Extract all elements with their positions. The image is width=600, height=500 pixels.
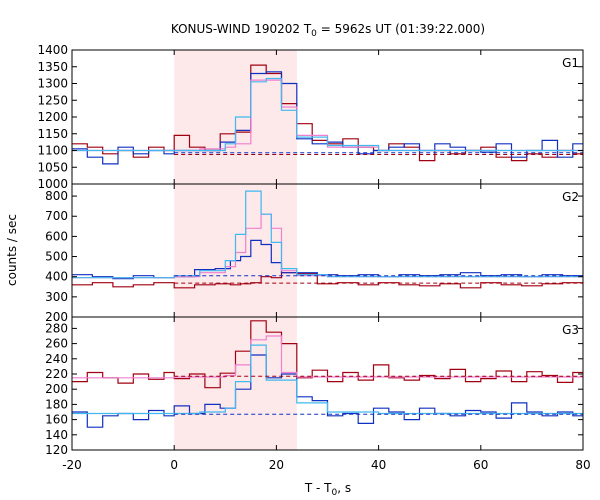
y-tick-label-g3: 240 [45,352,68,366]
y-tick-label-g3: 140 [45,428,68,442]
y-tick-label-g2: 300 [45,290,68,304]
y-tick-label-g1: 1200 [37,110,68,124]
y-tick-label-g2: 400 [45,270,68,284]
y-tick-label-g3: 200 [45,382,68,396]
y-tick-label-g2: 700 [45,209,68,223]
y-tick-label-g1: 1150 [37,127,68,141]
x-tick-label: 40 [371,458,386,472]
x-tick-label: 0 [170,458,178,472]
panel-label-g2: G2 [562,190,579,204]
panel-label-g3: G3 [562,323,579,337]
y-tick-label-g1: 1350 [37,60,68,74]
plot-area: 100010501100115012001250130013501400G120… [37,43,590,472]
y-tick-label-g1: 1100 [37,144,68,158]
y-tick-label-g3: 260 [45,337,68,351]
panel-label-g1: G1 [562,56,579,70]
y-tick-label-g1: 1050 [37,160,68,174]
y-tick-label-g2: 800 [45,189,68,203]
series-g2-blue-step-1 [72,239,583,280]
series-g1-cyan-step-3 [72,77,583,152]
series-g2-pink-step-2 [72,213,583,279]
panel-frame-g1 [71,49,584,185]
y-tick-label-g1: 1000 [37,177,68,191]
y-tick-label-g2: 500 [45,250,68,264]
y-tick-label-g1: 1400 [37,43,68,57]
x-axis-label: T - T0, s [304,481,351,498]
panel-frame-g2 [71,183,584,318]
x-tick-label: -20 [62,458,82,472]
y-tick-label-g1: 1250 [37,93,68,107]
series-g3-blue-step-1 [72,354,583,428]
series-g2-cyan-step-3 [72,190,583,279]
series-g3-pink-step-2 [72,335,583,379]
y-tick-label-g3: 280 [45,321,68,335]
x-tick-label: 20 [269,458,284,472]
series-g3-cyan-step-3 [72,344,583,415]
panel-frame-g3 [71,316,584,451]
y-axis-label: counts / sec [5,214,19,286]
y-tick-label-g2: 200 [45,310,68,324]
x-tick-label: 80 [575,458,590,472]
y-tick-label-g3: 180 [45,397,68,411]
y-tick-label-g3: 220 [45,367,68,381]
y-tick-label-g2: 600 [45,229,68,243]
x-tick-label: 60 [473,458,488,472]
y-tick-label-g3: 160 [45,413,68,427]
y-tick-label-g3: 120 [45,443,68,457]
y-tick-label-g1: 1300 [37,77,68,91]
chart-title: KONUS-WIND 190202 T0 = 5962s UT (01:39:2… [171,22,485,39]
